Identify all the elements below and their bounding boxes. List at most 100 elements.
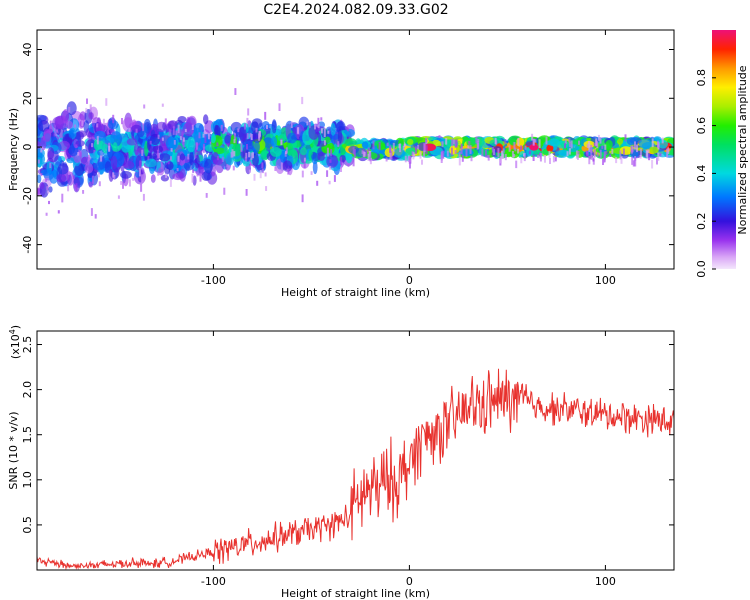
spectrogram-cell [104,161,112,174]
spectrogram-cell [446,150,449,157]
spectrogram-cell [233,151,236,157]
spectrogram-cell [367,153,370,161]
colorbar-tick-label: 0.0 [695,260,708,278]
spectrogram-cell [445,138,448,145]
spectrogram-cell [531,133,534,141]
spectrogram-cell [253,141,260,153]
spectrogram-cell [438,135,441,139]
spectrogram-cell [96,123,99,128]
spectrogram-cell [340,156,343,166]
spectrogram-cell [515,160,518,169]
spectrogram-cell [640,148,642,157]
colorbar-label: Normalized spectral amplitude [736,65,749,234]
spectrogram-cell [192,175,197,186]
y-tick-label: 0.5 [21,516,34,534]
spectrogram-cell [651,138,654,148]
spectrogram-cell [89,104,92,113]
spectrogram-cell [75,183,78,192]
spectrogram-cell [651,159,654,169]
spectrogram-cell [182,140,185,148]
spectrogram-cell [568,148,571,155]
spectrogram-cell [47,147,55,160]
spectrogram-cell [68,129,75,139]
spectrogram-cell [570,140,573,149]
spectrogram-cell [192,169,195,173]
spectrogram-cell [157,134,160,140]
spectrogram-cell [630,145,633,152]
spectrogram-cell [117,195,120,199]
spectrogram-cell [595,138,598,146]
spectrogram-cell [82,190,85,194]
spectrogram-cell [122,181,124,189]
spectrogram-cell [620,156,623,164]
spectrogram-cell [409,161,411,169]
spectrogram-cell [328,180,331,185]
spectrogram-cell [301,170,304,178]
spectrogram-cell [285,147,288,154]
spectrogram-cell [657,152,660,161]
spectrogram-cell [280,162,283,171]
spectrogram-cell [170,148,173,152]
spectrogram-cell [67,171,75,186]
spectrogram-cell [202,143,205,153]
spectrogram-cell [588,143,591,152]
spectrogram-cell [513,154,516,158]
spectrogram-cell [337,128,343,144]
spectrogram-cell [240,142,243,152]
spectrogram-cell [408,156,411,164]
spectrogram-cell [458,156,461,166]
spectrogram-cell [657,139,668,149]
y-tick-label: 0 [21,144,34,151]
spectrogram-cell [520,157,523,164]
spectrogram-cell [593,143,596,147]
spectrogram-cell [169,179,172,187]
spectrogram-cell [182,122,195,136]
spectrogram-cell [460,146,463,154]
spectrogram-cell [37,159,40,164]
spectrogram-cell [451,138,454,147]
spectrogram-cell [392,142,395,152]
spectrogram-cell [74,131,84,141]
spectrogram-cell [81,120,84,127]
spectrogram-cell [320,117,323,121]
spectrogram-cell [638,139,653,149]
spectrogram-cell [425,145,428,154]
spectrogram-cell [57,163,69,175]
spectrogram-cell [40,173,43,177]
spectrogram-cell [547,138,560,147]
spectrogram-cell [184,128,187,133]
spectrogram-cell [402,145,405,151]
spectrogram-cell [577,150,580,155]
spectrogram-cell [386,142,389,147]
spectrogram-cell [246,133,249,139]
spectrogram-cell [248,151,251,158]
spectrogram-cell [177,116,187,123]
spectrogram-cell [232,165,235,171]
spectrogram-cell [317,122,320,128]
spectrogram-cell [196,172,199,177]
spectrogram-cell [189,151,194,166]
spectrogram-cell [603,157,606,163]
spectrogram-cell [602,158,604,165]
spectrogram-cell [330,122,336,136]
spectrogram-cell [61,193,64,203]
spectrogram-cell [158,153,171,162]
spectrogram-cell [124,160,135,170]
spectrogram-cell [258,133,261,141]
colorbar-tick-label: 0.4 [695,165,708,183]
spectrogram-cell [539,153,542,162]
spectrogram-cell [529,144,539,151]
spectrogram-cell [108,145,111,152]
spectrogram-cell [121,118,123,125]
spectrogram-cell [39,181,45,190]
spectrogram-cell [499,156,502,164]
x-tick-label: -100 [201,575,226,588]
spectrogram-cell [326,147,329,157]
spectrogram-cell [149,140,152,145]
spectrogram-cell [246,144,248,150]
spectrogram-cell [317,151,326,161]
spectrogram-cell [42,135,45,141]
spectrogram-cell [67,184,70,192]
y-tick-label: 2.5 [21,336,34,354]
spectrogram-cell [301,96,304,105]
